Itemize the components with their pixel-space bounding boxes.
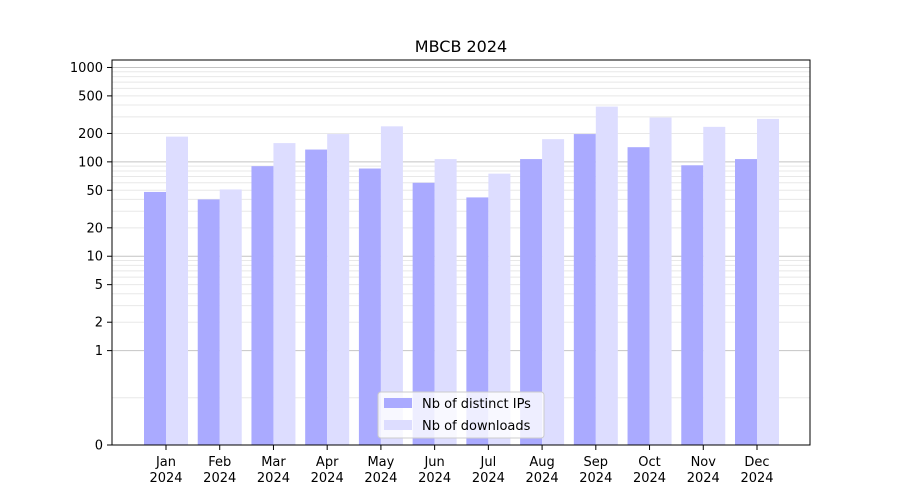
y-axis: 0 1 2 5 10 20 50 100 200 500 1000 xyxy=(70,61,112,454)
x-tick-label-month: Feb xyxy=(208,455,231,470)
bar-downloads-dec xyxy=(757,118,779,446)
bar-distinct-ips-apr xyxy=(305,149,328,445)
x-tick-label-year: 2024 xyxy=(418,471,451,486)
legend-swatch-distinct-ips xyxy=(384,398,412,408)
y-tick-label: 10 xyxy=(86,250,103,265)
y-tick-label: 200 xyxy=(78,127,103,142)
legend-frame xyxy=(377,391,545,439)
x-tick-label-month: Jan xyxy=(155,455,176,470)
bar-downloads-oct xyxy=(649,117,672,445)
x-tick-label-month: Sep xyxy=(584,455,609,470)
x-tick-label-month: Oct xyxy=(638,455,660,470)
x-tick-label-year: 2024 xyxy=(203,471,236,486)
x-tick-label-year: 2024 xyxy=(526,471,559,486)
bar-distinct-ips-feb xyxy=(197,199,220,445)
bar-downloads-jun xyxy=(434,159,457,445)
bar-distinct-ips-sep xyxy=(573,134,596,445)
x-tick-label-year: 2024 xyxy=(687,471,720,486)
legend: Nb of distinct IPs Nb of downloads xyxy=(377,391,545,439)
bar-distinct-ips-mar xyxy=(251,166,274,445)
y-tick-label: 20 xyxy=(86,221,103,236)
bar-distinct-ips-jan xyxy=(144,191,166,445)
x-tick-label-year: 2024 xyxy=(579,471,612,486)
y-tick-label: 1000 xyxy=(70,61,103,76)
x-tick-label-month: Mar xyxy=(261,455,286,470)
chart-title: MBCB 2024 xyxy=(415,37,507,56)
legend-label-downloads: Nb of downloads xyxy=(422,419,531,434)
y-tick-label: 0 xyxy=(95,439,103,454)
bar-downloads-jul xyxy=(488,173,511,446)
bar-distinct-ips-aug xyxy=(520,159,543,445)
bar-distinct-ips-dec xyxy=(735,159,757,445)
x-tick-label-month: Nov xyxy=(691,455,717,470)
bar-distinct-ips-oct xyxy=(627,147,650,445)
x-tick-label-month: Apr xyxy=(316,455,339,470)
x-tick-label-year: 2024 xyxy=(257,471,290,486)
x-tick-label-month: Dec xyxy=(744,455,769,470)
y-tick-label: 1 xyxy=(95,344,103,359)
bars xyxy=(144,106,779,446)
bar-downloads-apr xyxy=(327,134,350,445)
x-tick-label-year: 2024 xyxy=(633,471,666,486)
bar-downloads-may xyxy=(380,126,403,445)
x-tick-label-year: 2024 xyxy=(472,471,505,486)
x-tick-label-month: Jul xyxy=(480,455,497,470)
x-tick-label-year: 2024 xyxy=(364,471,397,486)
legend-label-distinct-ips: Nb of distinct IPs xyxy=(422,397,531,412)
bar-downloads-sep xyxy=(595,106,618,445)
bar-distinct-ips-jun xyxy=(412,182,435,445)
bar-downloads-nov xyxy=(703,126,726,445)
bar-distinct-ips-jul xyxy=(466,197,489,445)
y-tick-label: 100 xyxy=(78,155,103,170)
x-tick-label-month: Aug xyxy=(529,455,554,470)
x-tick-label-year: 2024 xyxy=(311,471,344,486)
x-tick-label-month: Jun xyxy=(423,455,444,470)
bar-distinct-ips-nov xyxy=(681,165,704,445)
bar-downloads-mar xyxy=(273,143,296,445)
x-tick-label-month: May xyxy=(367,455,394,470)
bar-distinct-ips-may xyxy=(358,168,381,445)
y-tick-label: 2 xyxy=(95,316,103,331)
x-axis: Jan2024Feb2024Mar2024Apr2024May2024Jun20… xyxy=(149,445,774,486)
y-tick-label: 5 xyxy=(95,278,103,293)
x-tick-label-year: 2024 xyxy=(149,471,182,486)
bar-downloads-aug xyxy=(542,139,565,446)
y-tick-label: 50 xyxy=(86,184,103,199)
bar-downloads-feb xyxy=(219,189,242,445)
legend-swatch-downloads xyxy=(384,420,412,430)
x-tick-label-year: 2024 xyxy=(740,471,773,486)
bar-downloads-jan xyxy=(166,136,188,445)
y-tick-label: 500 xyxy=(78,89,103,104)
plot-frame xyxy=(111,59,811,446)
